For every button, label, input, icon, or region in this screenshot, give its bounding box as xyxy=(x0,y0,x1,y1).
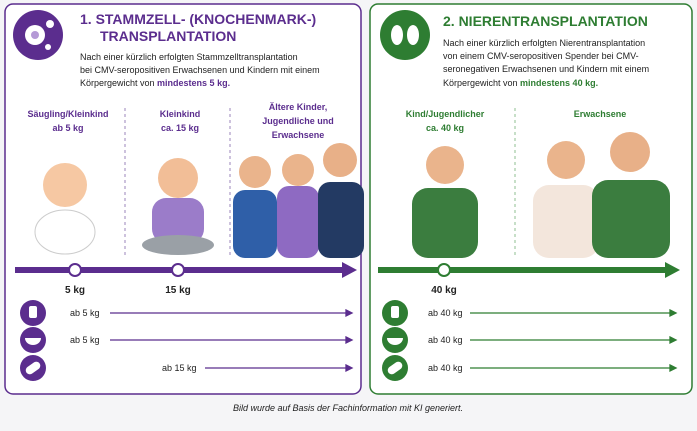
figure-adults xyxy=(533,132,670,258)
description: seronegativen Erwachsenen und Kindern mi… xyxy=(443,64,649,74)
icon-detail xyxy=(407,25,419,45)
row-arrows xyxy=(470,308,678,373)
timeline-marker xyxy=(171,263,185,277)
group-label: Erwachsene xyxy=(272,130,325,140)
group-label: Jugendliche und xyxy=(262,116,334,126)
figure-children xyxy=(233,143,364,258)
icon-detail xyxy=(387,338,403,345)
icon-detail xyxy=(25,361,41,375)
row-arrows xyxy=(110,308,354,373)
figure-teen xyxy=(412,146,478,258)
title: 1. STAMMZELL- (KNOCHENMARK-) xyxy=(80,11,316,27)
title: 2. NIERENTRANSPLANTATION xyxy=(443,13,648,29)
row-label: ab 40 kg xyxy=(428,335,463,345)
description: Nach einer kürzlich erfolgten Nierentran… xyxy=(443,38,645,48)
description: bei CMV-seropositiven Erwachsenen und Ki… xyxy=(80,65,320,75)
icon-detail xyxy=(387,361,403,375)
marker-label: 5 kg xyxy=(65,285,85,296)
description: Körpergewicht von mindestens 5 kg. xyxy=(80,78,230,88)
description: von einem CMV-seropositiven Spender bei … xyxy=(443,51,639,61)
description-bold: mindestens 40 kg. xyxy=(520,78,598,88)
timeline-marker xyxy=(68,263,82,277)
description: Nach einer kürzlich erfolgten Stammzellt… xyxy=(80,52,298,62)
icon-detail xyxy=(25,338,41,345)
group-label: Ältere Kinder, xyxy=(269,102,328,112)
description-bold: mindestens 5 kg. xyxy=(157,78,230,88)
marker-label: 40 kg xyxy=(431,285,457,296)
icon-detail xyxy=(29,306,37,318)
icon-detail xyxy=(391,306,399,318)
group-label: ab 5 kg xyxy=(52,123,83,133)
description: Körpergewicht von xyxy=(443,78,520,88)
group-label: ca. 40 kg xyxy=(426,123,464,133)
title: TRANSPLANTATION xyxy=(100,28,236,44)
icon-detail xyxy=(31,31,39,39)
icon-kidney xyxy=(380,10,430,60)
group-label: Kind/Jugendlicher xyxy=(406,109,485,119)
timeline-arrow xyxy=(342,262,357,278)
description: Körpergewicht von mindestens 40 kg. xyxy=(443,78,598,88)
row-label: ab 5 kg xyxy=(70,308,100,318)
panel-kidney xyxy=(369,3,693,395)
figure-toddler xyxy=(142,158,214,255)
marker-label: 15 kg xyxy=(165,285,191,296)
group-label: Säugling/Kleinkind xyxy=(27,109,108,119)
figure-baby xyxy=(34,163,96,255)
timeline-arrow xyxy=(665,262,680,278)
description: Körpergewicht von xyxy=(80,78,157,88)
group-label: ca. 15 kg xyxy=(161,123,199,133)
row-label: ab 40 kg xyxy=(428,363,463,373)
icon-detail xyxy=(391,25,403,45)
icon-detail xyxy=(46,20,54,28)
row-label: ab 15 kg xyxy=(162,363,197,373)
group-label: Kleinkind xyxy=(160,109,201,119)
footer: Bild wurde auf Basis der Fachinformation… xyxy=(233,403,463,413)
icon-detail xyxy=(45,44,51,50)
row-label: ab 40 kg xyxy=(428,308,463,318)
group-label: Erwachsene xyxy=(574,109,627,119)
row-label: ab 5 kg xyxy=(70,335,100,345)
timeline-marker xyxy=(437,263,451,277)
